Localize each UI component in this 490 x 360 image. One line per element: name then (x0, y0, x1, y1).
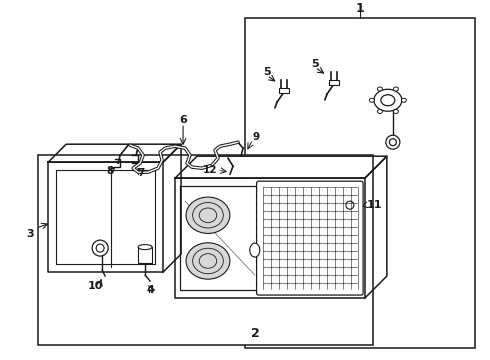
Ellipse shape (377, 87, 382, 91)
Text: 2: 2 (251, 327, 260, 339)
Text: 10: 10 (87, 281, 103, 291)
Ellipse shape (393, 109, 398, 113)
Text: 11: 11 (367, 200, 382, 210)
Ellipse shape (381, 95, 395, 106)
Text: 12: 12 (203, 165, 217, 175)
Text: 5: 5 (263, 67, 271, 77)
Bar (245, 18, 475, 348)
Text: 5: 5 (311, 59, 319, 69)
Text: 8: 8 (106, 166, 114, 176)
Ellipse shape (250, 243, 260, 257)
Text: 6: 6 (179, 115, 187, 125)
Ellipse shape (377, 109, 382, 113)
Ellipse shape (92, 240, 108, 256)
Bar (38, 155, 373, 345)
Ellipse shape (342, 197, 358, 213)
Ellipse shape (186, 197, 230, 233)
Text: 4: 4 (146, 285, 154, 295)
Ellipse shape (369, 98, 374, 102)
Text: 3: 3 (26, 229, 34, 239)
Ellipse shape (138, 244, 152, 249)
Ellipse shape (346, 201, 354, 209)
Ellipse shape (401, 98, 406, 102)
Bar (138, 247, 152, 263)
Ellipse shape (325, 232, 335, 238)
Ellipse shape (96, 244, 104, 252)
Text: 1: 1 (356, 2, 364, 15)
Bar (329, 80, 339, 85)
Ellipse shape (390, 139, 396, 146)
Text: 7: 7 (137, 168, 145, 178)
FancyBboxPatch shape (257, 181, 363, 295)
Ellipse shape (186, 243, 230, 279)
Ellipse shape (374, 89, 402, 111)
Ellipse shape (393, 87, 398, 91)
Text: 9: 9 (253, 132, 260, 142)
Ellipse shape (386, 135, 400, 149)
Bar (279, 88, 289, 94)
